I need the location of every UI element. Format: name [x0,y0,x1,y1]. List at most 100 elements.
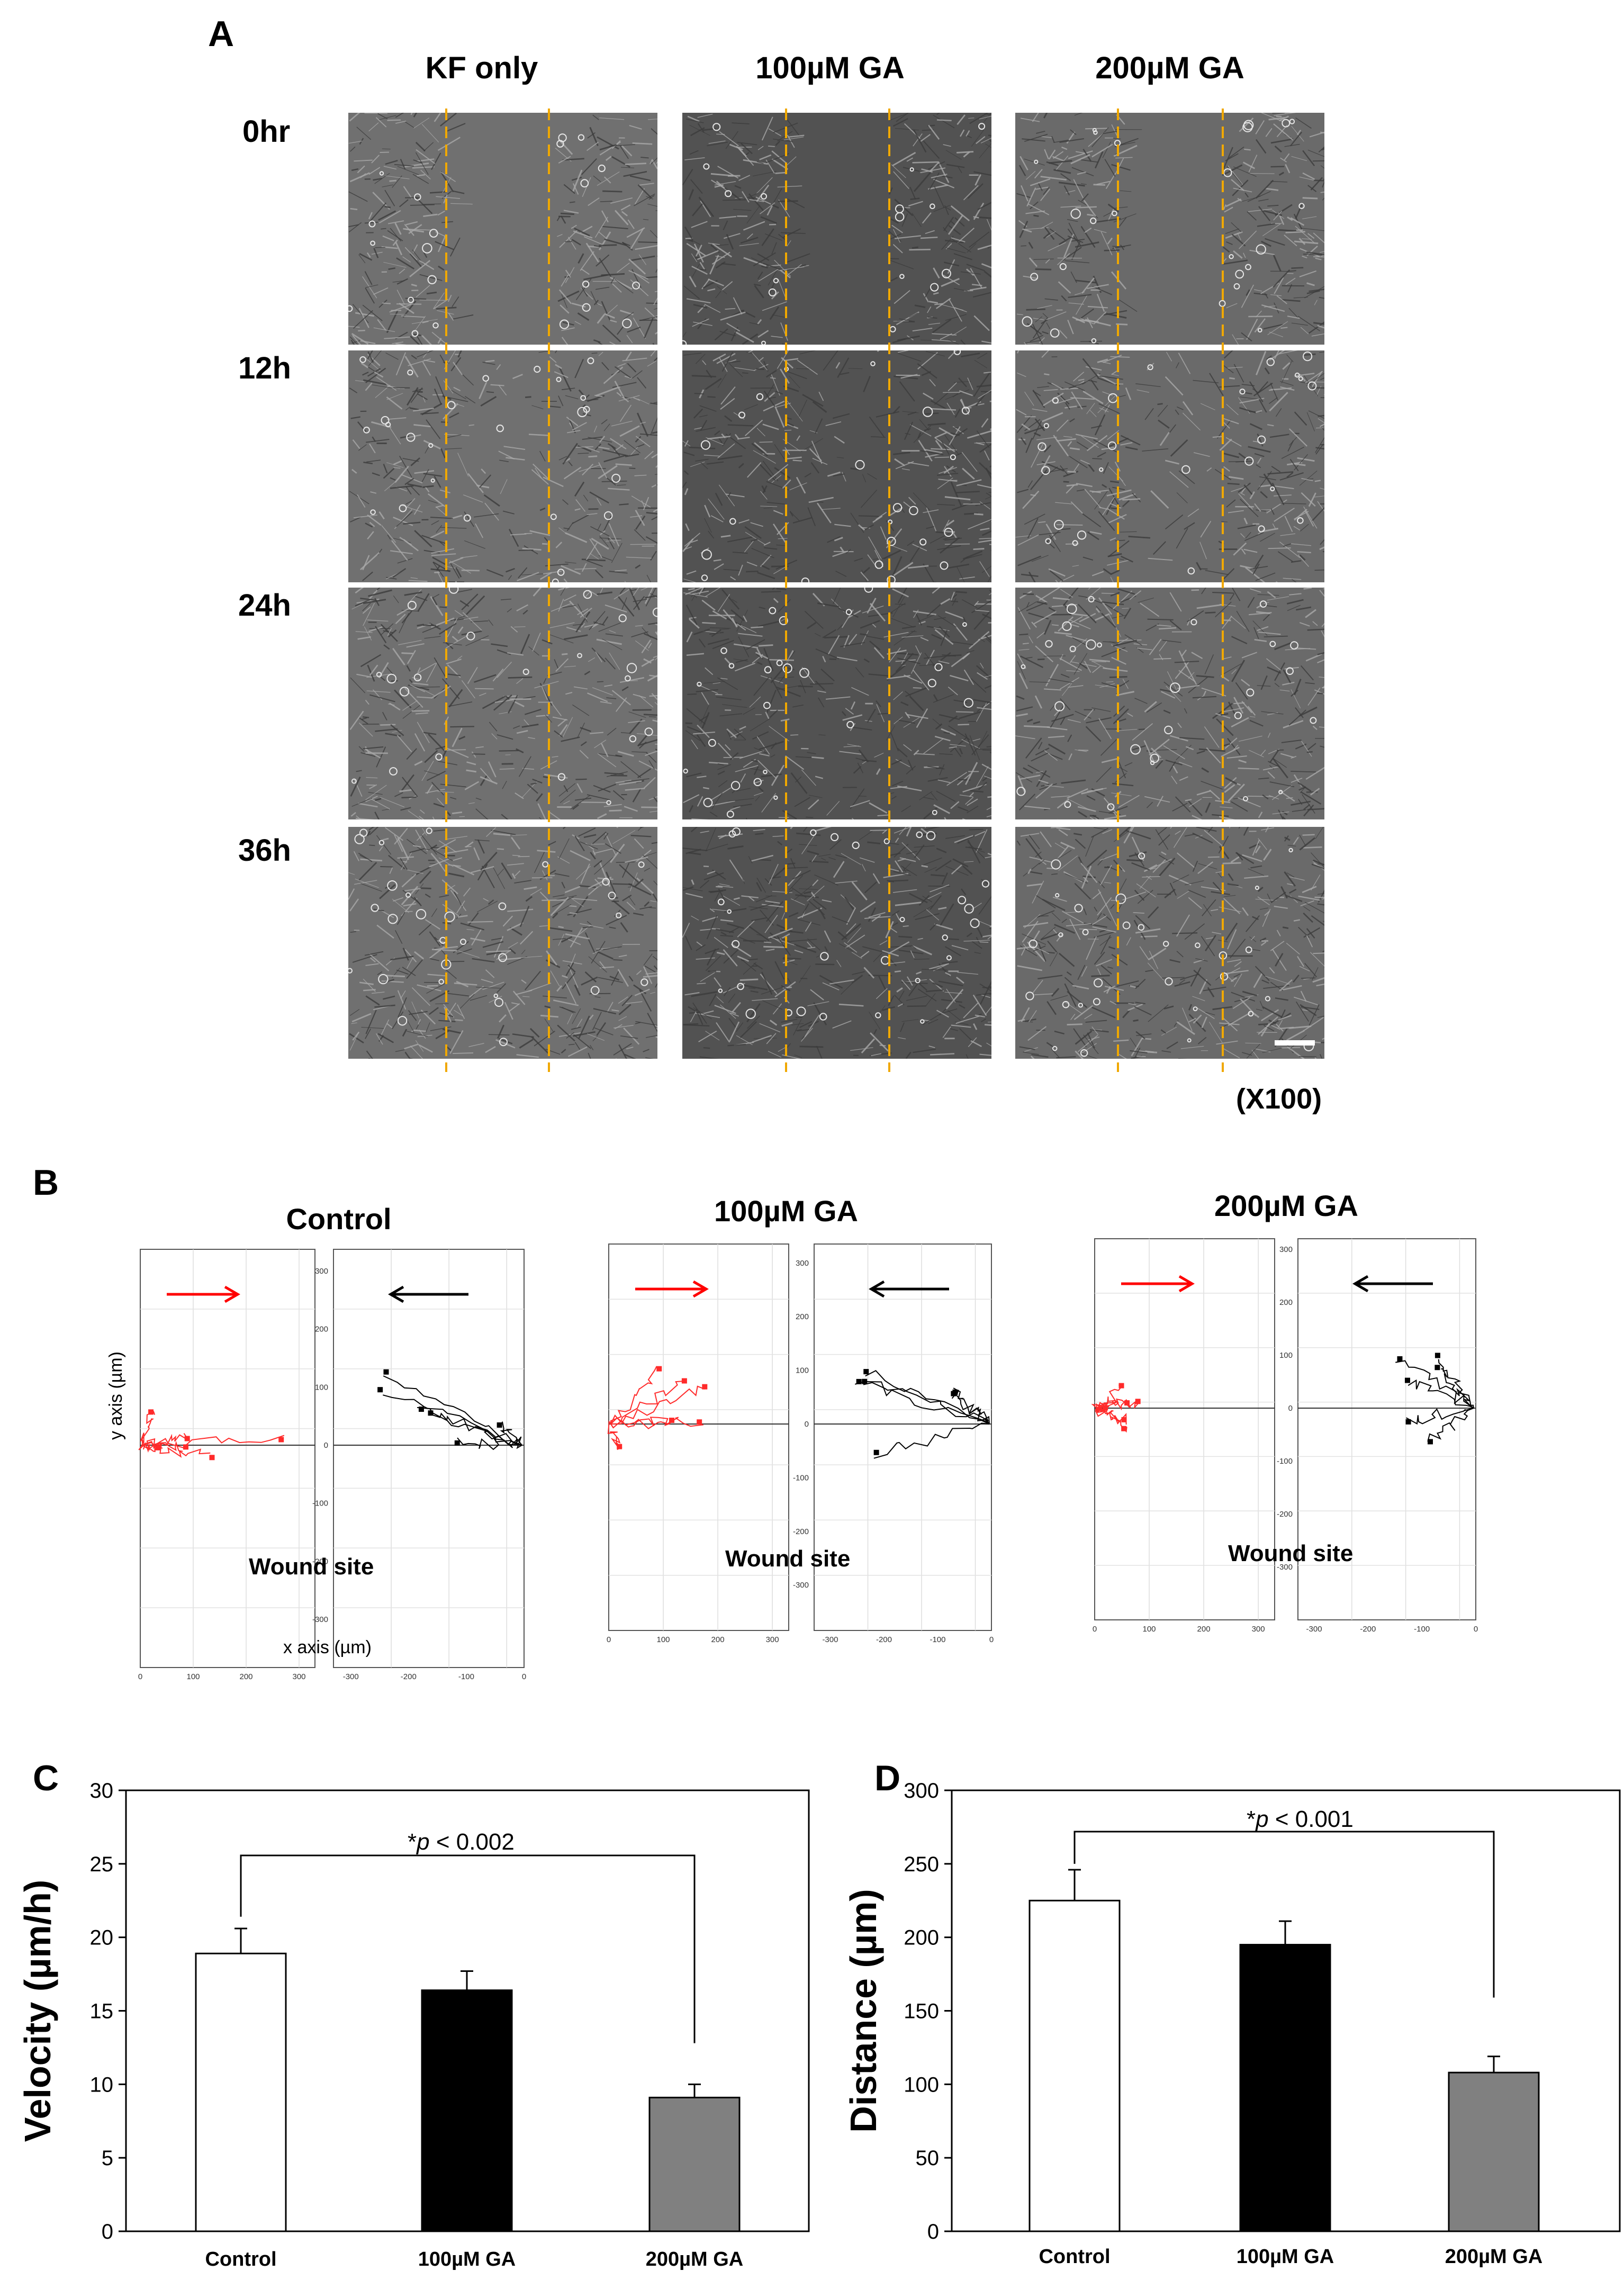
tracking-plot-right-0: -300 -200 -100 0 300 200 100 0 -100 -200 -300 [312,1249,526,1681]
significance-bracket [240,1854,696,2043]
x-category-label-0: Control [205,2248,276,2270]
y-tick-label-300: 300 [904,1779,939,1803]
x-tick-left-1-3: 300 [766,1635,779,1644]
track-endpoint [184,1436,190,1441]
y-tick-label-10: 10 [90,2073,114,2096]
micrograph-200um-ga-24h [1015,588,1324,819]
track-right [383,1394,522,1446]
y-tick-label-150: 150 [904,2000,939,2023]
x-tick-left-0-1: 100 [186,1672,200,1681]
tracking-plot-left-2: 0 100 200 300 [1091,1238,1275,1634]
micrograph-100um-ga-36h [682,827,991,1059]
track-right [855,1381,990,1425]
track-endpoint [1118,1383,1124,1389]
micrograph-kf-only-0hr [348,113,657,345]
x-category-label-2: 200µM GA [646,2248,744,2270]
tracking-title-100um-ga: 100µM GA [714,1194,858,1228]
track-left [142,1435,285,1449]
track-endpoint [617,1444,622,1449]
migration-direction-arrow-left [869,1280,949,1298]
row-header-36h: 36h [238,833,291,868]
track-endpoint [155,1445,161,1450]
track-endpoint [856,1378,862,1384]
track-left [142,1441,211,1458]
track-right [1438,1359,1474,1409]
x-tick-right-1-1: -200 [876,1635,892,1644]
row-header-12h: 12h [238,351,291,385]
x-tick-right-2-1: -200 [1360,1625,1376,1634]
tracking-plot-right-1: -300 -200 -100 0 300 200 100 0 -100 -200 -300 [793,1243,994,1644]
y-tick-label-200: 200 [904,1926,939,1950]
wound-site-label-100um-ga: Wound site [725,1546,851,1572]
track-endpoint [1404,1377,1410,1383]
y-tick-0-3: 0 [324,1441,328,1450]
track-right [873,1422,990,1459]
track-endpoint [702,1384,708,1390]
track-right [417,1407,522,1446]
y-tick-label-15: 15 [90,2000,114,2023]
y-tick-2-1: 200 [1279,1298,1293,1307]
track-right [1427,1408,1474,1442]
column-header-200um-ga: 200µM GA [1095,51,1244,85]
track-endpoint [1397,1356,1403,1362]
tracking-plot-left-1: 0 100 200 300 [607,1243,789,1644]
x-tick-right-2-0: -300 [1306,1625,1322,1634]
y-tick-0-2: 100 [315,1383,328,1392]
migration-direction-arrow-left [1352,1275,1433,1293]
track-left [607,1420,622,1450]
track-endpoint [1124,1400,1130,1406]
track-endpoint [418,1407,424,1412]
track-right [457,1437,522,1450]
y-tick-1-2: 100 [796,1366,809,1375]
track-right [1441,1368,1474,1409]
micrograph-100um-ga-12h [682,350,991,582]
y-tick-label-5: 5 [102,2147,113,2170]
micrograph-200um-ga-12h [1015,350,1324,582]
y-tick-1-5: -200 [793,1527,809,1536]
track-left [610,1366,657,1425]
micrograph-100um-ga-24h [682,588,991,819]
distance-bar-chart: 0 50 100 150 200 250 300 Control 100µM GA 200µM G… [843,1779,1621,2268]
track-endpoint [697,1419,702,1425]
y-tick-0-0: 300 [315,1267,328,1276]
bar-2 [1448,2071,1540,2232]
y-tick-2-2: 100 [1279,1351,1293,1360]
x-tick-left-1-0: 0 [607,1635,611,1644]
track-endpoint [669,1418,675,1423]
track-left [610,1385,705,1425]
y-tick-0-1: 200 [315,1325,328,1334]
x-tick-right-0-1: -200 [401,1672,417,1681]
y-tick-label-20: 20 [90,1926,114,1950]
wound-site-label-200um-ga: Wound site [1228,1540,1354,1566]
track-right [383,1375,522,1446]
x-category-label-2: 200µM GA [1445,2246,1543,2268]
y-axis-title: Distance (µm) [843,1889,884,2132]
x-category-label-0: Control [1039,2246,1110,2268]
bar-1 [421,1989,513,2232]
y-tick-1-3: 0 [805,1420,809,1429]
track-left [610,1381,682,1425]
track-endpoint [454,1440,460,1446]
migration-direction-arrow-right [1121,1275,1195,1293]
track-endpoint [681,1378,687,1384]
micrograph-200um-ga-36h [1015,827,1324,1059]
significance-label-d: *p < 0.001 [1247,1806,1354,1832]
panel-c-letter: C [33,1758,59,1798]
track-endpoint [1427,1439,1433,1445]
velocity-bar-chart: 0 5 10 15 20 25 30 Control 100µM GA 200µM GA Veloc… [17,1779,810,2270]
migration-direction-arrow-right [167,1285,240,1303]
track-right [951,1390,990,1425]
x-tick-right-0-3: 0 [522,1672,526,1681]
y-tick-1-4: -100 [793,1473,809,1482]
tracking-title-200um-ga: 200µM GA [1214,1189,1358,1222]
migration-direction-arrow-right [635,1280,709,1298]
bar-1 [1239,1944,1331,2232]
x-tick-left-1-2: 200 [711,1635,725,1644]
track-endpoint [873,1449,879,1455]
bar-0 [1028,1899,1121,2232]
track-right [500,1421,522,1449]
track-endpoint [209,1455,215,1461]
track-right [863,1382,990,1425]
y-tick-2-0: 300 [1279,1245,1293,1254]
